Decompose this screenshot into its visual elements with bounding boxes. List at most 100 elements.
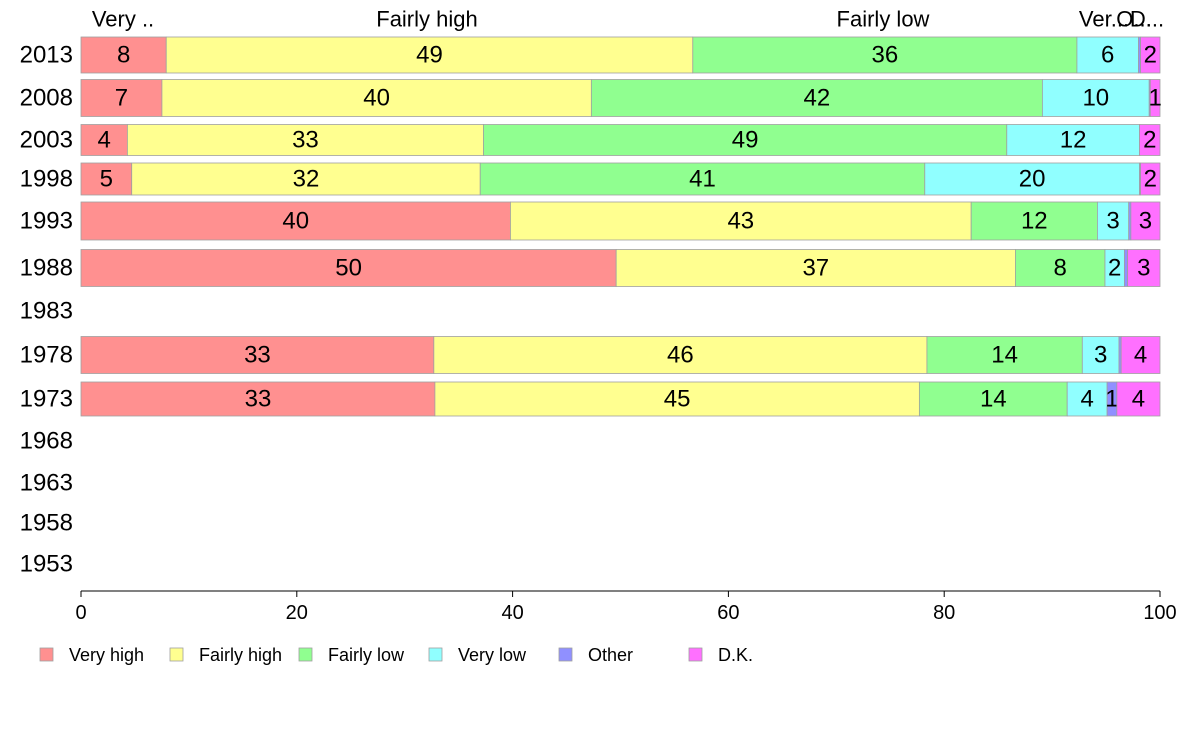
data-label-1993-2: 12 [1021,208,1048,235]
y-tick-label-2013: 2013 [20,42,73,69]
data-label-2013-2: 36 [872,42,899,69]
bar-1988-fairly-low [1015,249,1106,287]
x-tick-label-0: 0 [75,602,86,624]
data-label-1998-5: 2 [1144,166,1157,193]
y-tick-label-2008: 2008 [20,85,73,112]
data-label-2008-0: 7 [115,85,128,112]
data-label-1993-3: 3 [1106,208,1119,235]
bar-2003-d-k- [1139,124,1161,156]
bar-1993-d-k- [1130,201,1161,241]
y-tick-label-1953: 1953 [20,551,73,578]
bar-1978-fairly-low [926,336,1083,374]
top-label-0: Very .. [92,7,154,32]
y-tick-label-1988: 1988 [20,255,73,282]
legend-label-0: Very high [69,645,144,665]
data-label-1998-1: 32 [293,166,320,193]
data-label-1988-0: 50 [335,255,362,282]
y-tick-label-1998: 1998 [20,166,73,193]
bar-1998-very-low [924,162,1140,196]
bar-2013-fairly-low [692,36,1078,74]
legend-label-3: Very low [458,645,527,665]
y-tick-label-1993: 1993 [20,208,73,235]
top-label-2: Fairly low [837,7,930,32]
x-tick-label-20: 20 [286,602,308,624]
x-tick-label-100: 100 [1143,602,1176,624]
top-label-3: Ver... [1079,7,1129,32]
legend-swatch-4 [558,647,573,662]
legend-swatch-5 [688,647,703,662]
bar-1993-very-high [80,201,511,241]
data-label-1998-0: 5 [100,166,113,193]
data-label-1973-1: 45 [664,386,691,413]
data-label-1978-2: 14 [991,342,1018,369]
data-label-1973-0: 33 [245,386,272,413]
legend-swatch-0 [39,647,54,662]
bar-1978-very-low [1081,336,1120,374]
data-label-1973-4: 1 [1105,386,1118,413]
data-label-2013-0: 8 [117,42,130,69]
top-label-5: D... [1130,7,1164,32]
bar-1973-very-high [80,381,436,417]
data-label-1978-3: 3 [1094,342,1107,369]
data-label-2003-2: 49 [732,127,759,154]
legend-swatch-1 [169,647,184,662]
data-label-1988-1: 37 [802,255,829,282]
data-label-2003-5: 2 [1143,127,1156,154]
data-label-2013-5: 2 [1144,42,1157,69]
data-label-1973-3: 4 [1080,386,1093,413]
legend-label-5: D.K. [718,645,753,665]
data-label-1973-5: 4 [1132,386,1145,413]
bar-1988-fairly-high [615,249,1016,287]
data-label-1993-0: 40 [282,208,309,235]
y-tick-label-1978: 1978 [20,342,73,369]
x-tick-label-80: 80 [933,602,955,624]
data-label-1988-3: 2 [1108,255,1121,282]
y-tick-label-1963: 1963 [20,470,73,497]
data-label-2013-1: 49 [416,42,443,69]
bar-1993-fairly-high [510,201,972,241]
bar-2003-very-low [1006,124,1140,156]
bar-2003-very-high [80,124,128,156]
y-tick-label-1968: 1968 [20,428,73,455]
bar-2013-very-high [80,36,167,74]
legend-label-4: Other [588,645,633,665]
data-label-1978-0: 33 [244,342,271,369]
bar-1978-d-k- [1120,336,1161,374]
top-label-1: Fairly high [376,7,477,32]
bar-2003-fairly-low [483,124,1008,156]
x-tick-label-60: 60 [717,602,739,624]
data-label-1973-2: 14 [980,386,1007,413]
y-tick-label-1958: 1958 [20,510,73,537]
data-label-1988-5: 3 [1137,255,1150,282]
data-label-1993-1: 43 [727,208,754,235]
bar-2008-fairly-high [161,79,592,117]
bar-2008-very-low [1041,79,1150,117]
bar-1973-d-k- [1116,381,1161,417]
data-label-2008-1: 40 [363,85,390,112]
bar-1993-fairly-low [970,201,1098,241]
data-label-2013-3: 6 [1101,42,1114,69]
y-tick-label-2003: 2003 [20,127,73,154]
y-tick-label-1973: 1973 [20,386,73,413]
x-tick-label-40: 40 [501,602,523,624]
data-label-1978-1: 46 [667,342,694,369]
y-tick-label-1983: 1983 [20,298,73,325]
legend-swatch-3 [428,647,443,662]
data-label-1998-3: 20 [1019,166,1046,193]
data-label-2008-5: 1 [1148,85,1161,112]
top-label-4: O... [1116,7,1151,32]
legend-label-2: Fairly low [328,645,405,665]
bar-1973-very-low [1066,381,1108,417]
data-label-2003-3: 12 [1060,127,1087,154]
bar-1988-d-k- [1127,249,1161,287]
data-label-1993-5: 3 [1139,208,1152,235]
bar-2013-d-k- [1140,36,1161,74]
data-label-1978-5: 4 [1134,342,1147,369]
bar-1988-other [1123,249,1129,287]
bar-2013-fairly-high [165,36,694,74]
data-label-2003-1: 33 [292,127,319,154]
bar-1978-fairly-high [433,336,928,374]
bar-2008-very-high [80,79,163,117]
bar-1973-fairly-low [918,381,1068,417]
